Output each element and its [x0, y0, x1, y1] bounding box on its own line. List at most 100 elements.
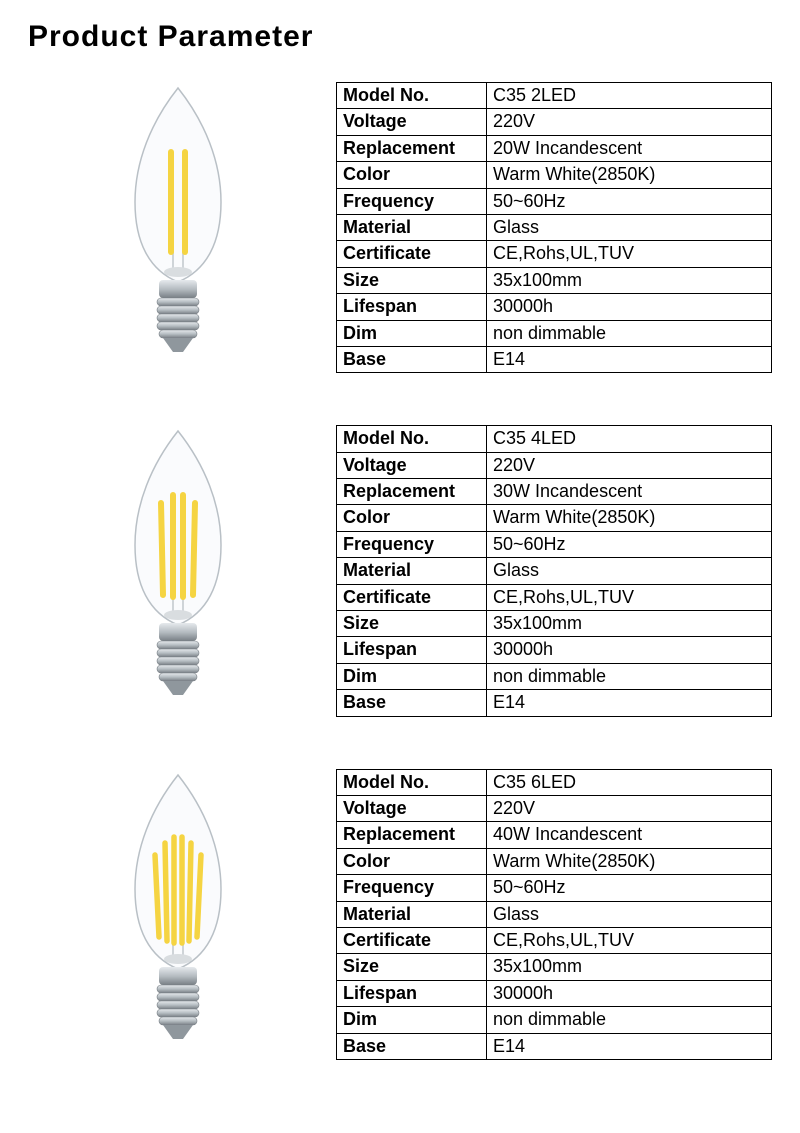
spec-label: Material [337, 214, 487, 240]
spec-value: 30000h [487, 980, 772, 1006]
spec-value: Warm White(2850K) [487, 162, 772, 188]
spec-value: 35x100mm [487, 611, 772, 637]
table-row: MaterialGlass [337, 558, 772, 584]
spec-label: Certificate [337, 927, 487, 953]
table-row: Replacement20W Incandescent [337, 135, 772, 161]
table-row: Replacement30W Incandescent [337, 479, 772, 505]
spec-label: Voltage [337, 795, 487, 821]
table-row: Voltage220V [337, 109, 772, 135]
spec-value: Glass [487, 901, 772, 927]
spec-table-col: Model No.C35 2LED Voltage220V Replacemen… [328, 82, 772, 373]
spec-table: Model No.C35 4LED Voltage220V Replacemen… [336, 425, 772, 716]
spec-label: Dim [337, 663, 487, 689]
spec-label: Material [337, 558, 487, 584]
table-row: Replacement40W Incandescent [337, 822, 772, 848]
spec-label: Certificate [337, 241, 487, 267]
page-title: Product Parameter [28, 20, 772, 54]
table-row: Lifespan30000h [337, 294, 772, 320]
spec-value: 30000h [487, 637, 772, 663]
spec-value: 30W Incandescent [487, 479, 772, 505]
spec-value: 220V [487, 109, 772, 135]
spec-value: 20W Incandescent [487, 135, 772, 161]
table-row: Frequency50~60Hz [337, 875, 772, 901]
bulb-4led-icon [113, 425, 243, 705]
spec-label: Base [337, 1033, 487, 1059]
spec-table-col: Model No.C35 6LED Voltage220V Replacemen… [328, 769, 772, 1060]
spec-value: 50~60Hz [487, 875, 772, 901]
table-row: Model No.C35 6LED [337, 769, 772, 795]
spec-label: Material [337, 901, 487, 927]
spec-table: Model No.C35 6LED Voltage220V Replacemen… [336, 769, 772, 1060]
spec-label: Voltage [337, 452, 487, 478]
table-row: Voltage220V [337, 452, 772, 478]
spec-label: Replacement [337, 135, 487, 161]
spec-label: Base [337, 690, 487, 716]
spec-label: Certificate [337, 584, 487, 610]
table-row: BaseE14 [337, 346, 772, 372]
bulb-2led-icon [113, 82, 243, 362]
spec-label: Model No. [337, 426, 487, 452]
spec-value: non dimmable [487, 663, 772, 689]
table-row: CertificateCE,Rohs,UL,TUV [337, 241, 772, 267]
table-row: Lifespan30000h [337, 637, 772, 663]
table-row: Model No.C35 4LED [337, 426, 772, 452]
table-row: Lifespan30000h [337, 980, 772, 1006]
spec-label: Model No. [337, 769, 487, 795]
table-row: Voltage220V [337, 795, 772, 821]
spec-value: E14 [487, 690, 772, 716]
spec-value: 50~60Hz [487, 188, 772, 214]
spec-value: Glass [487, 558, 772, 584]
spec-value: Warm White(2850K) [487, 848, 772, 874]
table-row: Size35x100mm [337, 954, 772, 980]
product-row: Model No.C35 2LED Voltage220V Replacemen… [28, 82, 772, 373]
spec-label: Color [337, 848, 487, 874]
table-row: Size35x100mm [337, 611, 772, 637]
spec-value: 40W Incandescent [487, 822, 772, 848]
table-row: CertificateCE,Rohs,UL,TUV [337, 927, 772, 953]
bulb-image-col [28, 425, 328, 705]
spec-value: non dimmable [487, 1007, 772, 1033]
table-row: MaterialGlass [337, 214, 772, 240]
spec-value: E14 [487, 1033, 772, 1059]
spec-value: 35x100mm [487, 267, 772, 293]
spec-label: Color [337, 505, 487, 531]
spec-label: Model No. [337, 83, 487, 109]
spec-value: CE,Rohs,UL,TUV [487, 241, 772, 267]
spec-value: Warm White(2850K) [487, 505, 772, 531]
table-row: ColorWarm White(2850K) [337, 505, 772, 531]
spec-label: Lifespan [337, 294, 487, 320]
table-row: BaseE14 [337, 1033, 772, 1059]
table-row: Size35x100mm [337, 267, 772, 293]
spec-value: non dimmable [487, 320, 772, 346]
spec-label: Lifespan [337, 637, 487, 663]
spec-value: 30000h [487, 294, 772, 320]
spec-label: Voltage [337, 109, 487, 135]
spec-label: Size [337, 611, 487, 637]
spec-value: Glass [487, 214, 772, 240]
product-row: Model No.C35 4LED Voltage220V Replacemen… [28, 425, 772, 716]
spec-label: Lifespan [337, 980, 487, 1006]
spec-value: E14 [487, 346, 772, 372]
table-row: BaseE14 [337, 690, 772, 716]
spec-label: Replacement [337, 479, 487, 505]
spec-label: Replacement [337, 822, 487, 848]
spec-label: Frequency [337, 531, 487, 557]
table-row: ColorWarm White(2850K) [337, 848, 772, 874]
table-row: CertificateCE,Rohs,UL,TUV [337, 584, 772, 610]
spec-table-col: Model No.C35 4LED Voltage220V Replacemen… [328, 425, 772, 716]
spec-value: 35x100mm [487, 954, 772, 980]
spec-label: Frequency [337, 875, 487, 901]
spec-value: 50~60Hz [487, 531, 772, 557]
spec-table: Model No.C35 2LED Voltage220V Replacemen… [336, 82, 772, 373]
bulb-image-col [28, 82, 328, 362]
spec-label: Size [337, 267, 487, 293]
bulb-image-col [28, 769, 328, 1049]
spec-value: CE,Rohs,UL,TUV [487, 927, 772, 953]
spec-label: Size [337, 954, 487, 980]
table-row: Dimnon dimmable [337, 1007, 772, 1033]
product-row: Model No.C35 6LED Voltage220V Replacemen… [28, 769, 772, 1060]
spec-value: 220V [487, 452, 772, 478]
spec-value: C35 2LED [487, 83, 772, 109]
spec-value: 220V [487, 795, 772, 821]
table-row: Dimnon dimmable [337, 663, 772, 689]
